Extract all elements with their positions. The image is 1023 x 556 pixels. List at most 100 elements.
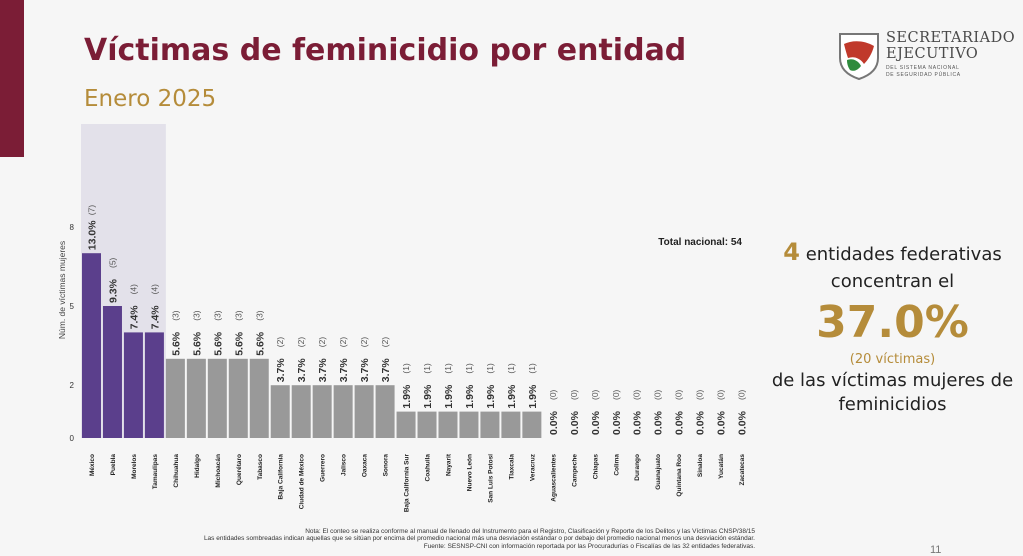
x-tick-label: Nuevo León <box>466 454 473 491</box>
bar-count-label: (3) <box>170 310 180 321</box>
bar-pct-label: 5.6% <box>254 331 266 356</box>
y-axis-title: Núm. de víctimas mujeres <box>57 241 67 339</box>
bar-count-label: (0) <box>569 389 579 400</box>
bar-count-label: (7) <box>87 205 97 216</box>
bar-count-label: (3) <box>233 310 243 321</box>
x-tick-label: Yucatán <box>718 454 725 479</box>
page-title: Víctimas de feminicidio por entidad <box>84 33 687 68</box>
bar-count-label: (2) <box>317 337 327 348</box>
bar-pct-label: 3.7% <box>296 358 308 383</box>
logo-line-3: DEL SISTEMA NACIONAL <box>886 65 960 71</box>
bar-count-label: (1) <box>506 363 516 374</box>
bar-pct-label: 5.6% <box>170 331 182 356</box>
bar-pct-label: 0.0% <box>611 410 623 435</box>
bar <box>228 358 248 438</box>
bar-count-label: (2) <box>380 337 390 348</box>
bar-pct-label: 1.9% <box>485 384 497 409</box>
logo: SECRETARIADO EJECUTIVO DEL SISTEMA NACIO… <box>838 30 1018 82</box>
x-tick-label: Campeche <box>571 454 578 487</box>
bar-pct-label: 3.7% <box>275 358 287 383</box>
x-tick-label: Jalisco <box>341 454 348 476</box>
bar-count-label: (1) <box>527 363 537 374</box>
bar <box>501 411 521 438</box>
logo-line-2: EJECUTIVO <box>886 46 979 62</box>
bar-count-label: (0) <box>737 389 747 400</box>
bar <box>123 332 143 438</box>
bar-count-label: (0) <box>632 389 642 400</box>
bar <box>312 385 332 438</box>
bar-pct-label: 3.7% <box>317 358 329 383</box>
x-tick-label: San Luis Potosí <box>487 454 494 503</box>
bar <box>459 411 479 438</box>
bar-count-label: (1) <box>422 363 432 374</box>
x-tick-label: Puebla <box>110 454 117 476</box>
bar <box>522 411 542 438</box>
bar-pct-label: 0.0% <box>548 410 560 435</box>
y-tick-label: 2 <box>70 381 75 390</box>
x-tick-label: Sinaloa <box>697 454 704 478</box>
bar-pct-label: 3.7% <box>380 358 392 383</box>
x-tick-label: Hidalgo <box>194 454 201 478</box>
bar-count-label: (0) <box>695 389 705 400</box>
bar <box>480 411 500 438</box>
bar <box>354 385 374 438</box>
bar-pct-label: 13.0% <box>87 220 99 250</box>
bar-pct-label: 1.9% <box>443 384 455 409</box>
bar-count-label: (0) <box>716 389 726 400</box>
bar-count-label: (1) <box>485 363 495 374</box>
summary-line-4: feminicidios <box>838 394 947 415</box>
bar-count-label: (5) <box>107 257 117 268</box>
x-tick-label: Oaxaca <box>362 454 369 478</box>
summary-panel: 4 entidades federativas concentran el 37… <box>760 238 1023 417</box>
x-tick-label: Aguascalientes <box>550 454 557 502</box>
x-tick-label: Baja California <box>278 454 285 500</box>
bar-pct-label: 0.0% <box>695 410 707 435</box>
bar-pct-label: 0.0% <box>737 410 749 435</box>
bar <box>291 385 311 438</box>
page-subtitle: Enero 2025 <box>84 86 217 112</box>
shield-emblem-icon <box>839 33 879 80</box>
bar <box>82 253 101 438</box>
page-number: 11 <box>930 544 942 556</box>
logo-line-1: SECRETARIADO <box>886 30 1016 46</box>
footnote-line-1: Nota: El conteo se realiza conforme al m… <box>305 528 755 535</box>
bar-count-label: (2) <box>275 337 285 348</box>
x-tick-label: Colima <box>613 454 620 476</box>
bar <box>396 411 416 438</box>
bar-pct-label: 1.9% <box>506 384 518 409</box>
y-tick-label: 0 <box>70 434 75 443</box>
bar-count-label: (1) <box>464 363 474 374</box>
summary-line-2: concentran el <box>830 271 955 292</box>
bar-pct-label: 5.6% <box>191 331 203 356</box>
x-tick-label: Chihuahua <box>173 454 180 488</box>
summary-line-3: de las víctimas mujeres de <box>771 370 1014 391</box>
bar-pct-label: 1.9% <box>422 384 434 409</box>
total-label: Total nacional: 54 <box>658 237 742 248</box>
x-tick-label: Ciudad de México <box>299 454 306 509</box>
bar-count-label: (1) <box>401 363 411 374</box>
bar-count-label: (3) <box>191 310 201 321</box>
summary-line-1: entidades federativas <box>805 244 1002 265</box>
bar-count-label: (4) <box>149 284 159 295</box>
bar <box>270 385 290 438</box>
bar-pct-label: 0.0% <box>653 410 665 435</box>
y-tick-label: 8 <box>70 223 75 232</box>
bar-pct-label: 0.0% <box>674 410 686 435</box>
footnote-line-3: Fuente: SESNSP-CNI con información repor… <box>423 542 755 550</box>
accent-bar <box>0 0 24 157</box>
bar-pct-label: 0.0% <box>632 410 644 435</box>
bar-pct-label: 3.7% <box>359 358 371 383</box>
x-tick-label: Guerrero <box>320 454 327 482</box>
bar-count-label: (0) <box>653 389 663 400</box>
bar <box>144 332 164 438</box>
bar-count-label: (2) <box>338 337 348 348</box>
bar-count-label: (4) <box>128 284 138 295</box>
bar-count-label: (0) <box>674 389 684 400</box>
bar <box>165 358 185 438</box>
bar <box>417 411 437 438</box>
x-tick-label: Tabasco <box>257 454 264 480</box>
y-tick-label: 5 <box>70 302 75 311</box>
bar-pct-label: 7.4% <box>149 305 161 330</box>
x-tick-label: Chiapas <box>592 454 599 480</box>
